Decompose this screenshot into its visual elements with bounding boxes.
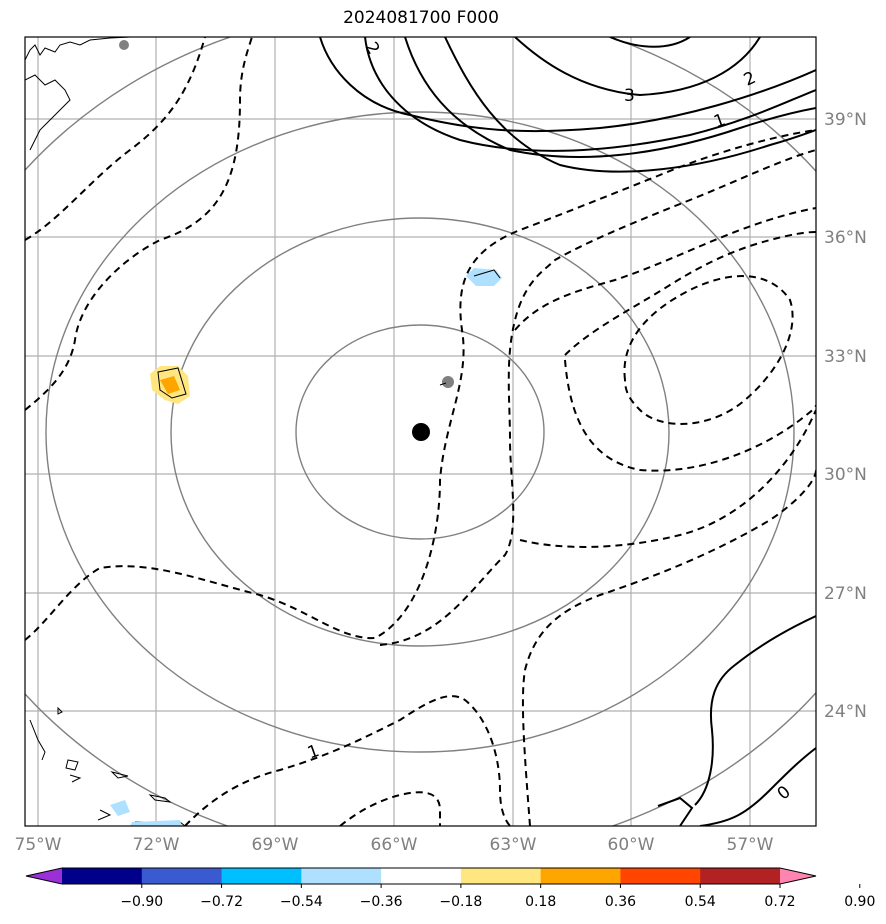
colorbar-tick-label: −0.72 [200,894,243,910]
colorbar-tick-label: −0.90 [120,894,163,910]
colorbar-extend-low [26,868,62,884]
coast-bahamas-1 [29,719,46,761]
colorbar-segment [62,868,143,884]
colorbar-tick-label: 0.54 [685,894,716,910]
contour-dashed-12 [623,275,794,425]
contour-dashed-8 [519,409,816,548]
coast-bahamas-4 [69,774,82,783]
contour-solid-5 [514,37,761,97]
longitude-labels: 75°W 72°W 69°W 66°W 63°W 60°W 57°W [15,835,774,855]
colorbar-segment [540,868,621,884]
negative-shade-north [466,268,502,286]
graticule [25,37,816,826]
map-frame [24,36,817,827]
lon-label: 63°W [490,835,537,855]
contour-dashed-7 [521,469,816,826]
colorbar-outline [25,867,817,885]
contour-dashed-2 [25,37,253,411]
lon-label: 75°W [15,835,62,855]
contour-dashed-5 [184,695,511,826]
coast-bahamas-5 [110,771,129,779]
lat-label: 24°N [824,702,867,722]
lon-label: 72°W [133,835,180,855]
contour-solid-4 [444,37,816,173]
contour-solid-se-1 [694,615,816,806]
positive-shade-inner [160,376,180,394]
colorbar-segment [381,868,462,884]
lat-label: 30°N [824,465,867,485]
contour-dashed-4 [379,149,816,646]
colorbar-tick-label: −0.54 [280,894,323,910]
storm-center-marker [412,423,430,441]
colorbar-tick-label: −0.36 [360,894,403,910]
contour-solid-se-2 [699,747,816,826]
colorbar-segment [301,868,382,884]
contour-label: 3 [624,86,635,106]
contour-dashed-9 [514,207,816,331]
colorbar-tick-label: 0.36 [605,894,636,910]
colorbar-tick-label: 0.90 [844,894,875,910]
colorbar-tick-label: 0.18 [525,894,556,910]
secondary-position-tick [439,382,447,386]
colorbar: −0.90 −0.72 −0.54 −0.36 −0.18 0.18 0.36 0.54 0.7… [25,867,875,910]
colorbar-extend-high [780,868,816,884]
coast-bahamas-3 [65,759,79,771]
latitude-labels: 39°N 36°N 33°N 30°N 27°N 24°N [824,110,867,722]
colorbar-segment [221,868,302,884]
contour-solid-6 [609,37,691,48]
colorbar-segment [141,868,223,884]
lon-label: 60°W [608,835,655,855]
range-ring-middle [170,217,670,647]
colorbar-tick-label: −0.18 [439,894,482,910]
colorbar-segment [620,868,701,884]
colorbar-tick-label: 0.72 [764,894,795,910]
lat-label: 33°N [824,347,867,367]
contour-dashed-11 [564,359,816,472]
coast-hispaniola-1 [97,809,112,821]
lat-label: 27°N [824,584,867,604]
colorbar-segment [700,868,781,884]
negative-shade-south-1 [110,800,130,816]
colorbar-segment [460,868,542,884]
coast-bahamas-2 [57,706,63,715]
lat-label: 36°N [824,228,867,248]
contour-dashed-3 [25,129,816,641]
lon-label: 57°W [727,835,774,855]
dashed-contours [25,37,816,826]
range-rings [25,37,816,826]
contour-solid-se-3 [657,796,694,826]
range-ring-inner [295,324,545,540]
reference-point-marker [119,40,129,50]
secondary-position-marker [442,376,454,388]
coast-nova-scotia [25,74,71,151]
positive-contour [157,367,187,399]
range-ring-outer [45,111,795,753]
shaded-fields [110,268,502,826]
lon-label: 66°W [371,835,418,855]
map-title: 2024081700 F000 [343,8,499,28]
negative-contour-north [473,269,501,279]
contour-dashed-10 [564,231,816,356]
lon-label: 69°W [252,835,299,855]
solid-contours [319,37,816,826]
contour-dashed-1 [25,37,206,241]
coast-caicos [148,794,172,803]
contour-solid-2 [364,37,816,152]
coast-northeast-us [25,37,131,61]
lat-label: 39°N [824,110,867,130]
negative-shade-south-2 [130,820,182,826]
contour-solid-3 [404,37,816,158]
contour-solid-1 [319,37,816,133]
